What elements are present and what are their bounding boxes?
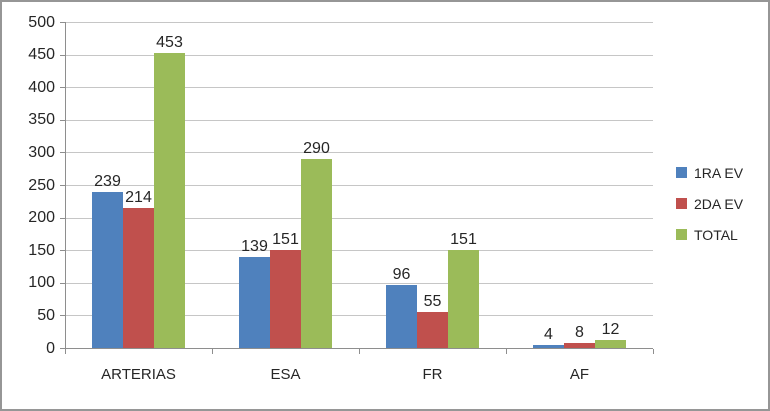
legend-item: TOTAL	[670, 219, 743, 250]
y-gridline	[65, 315, 653, 317]
data-label: 55	[423, 293, 442, 311]
y-axis-line	[65, 22, 66, 348]
y-axis-tick-label: 300	[28, 143, 55, 161]
bar-total	[448, 249, 479, 348]
x-axis-tick	[506, 349, 507, 354]
x-axis-tick	[212, 349, 213, 354]
bar-1ra-ev	[92, 192, 123, 348]
y-gridline	[65, 22, 653, 23]
y-gridline	[65, 87, 653, 89]
legend-label: 1RA EV	[694, 164, 744, 181]
legend-item: 2DA EV	[670, 188, 743, 219]
y-axis-tick-label: 150	[28, 241, 55, 259]
data-label: 8	[575, 323, 584, 341]
bar-1ra-ev	[239, 257, 270, 348]
data-label: 239	[94, 173, 121, 191]
y-gridline	[65, 282, 653, 284]
bar-2da-ev	[564, 342, 595, 348]
y-axis-tick	[60, 119, 65, 121]
legend-item: 1RA EV	[670, 157, 743, 188]
y-axis-tick	[60, 315, 65, 317]
data-label: 12	[601, 321, 620, 339]
bar-2da-ev	[270, 249, 301, 348]
y-axis-tick-label: 250	[28, 176, 55, 194]
y-axis-tick-label: 200	[28, 209, 55, 227]
y-gridline	[65, 250, 653, 252]
bar-2da-ev	[417, 312, 448, 348]
bar-total	[595, 340, 626, 348]
data-label: 214	[125, 189, 152, 207]
x-axis-category-label: ARTERIAS	[101, 366, 176, 383]
data-label: 290	[303, 139, 330, 157]
data-label: 4	[544, 326, 553, 344]
bar-1ra-ev	[533, 345, 564, 348]
legend-swatch-icon	[676, 229, 687, 240]
y-gridline	[65, 152, 653, 154]
y-gridline	[65, 217, 653, 219]
data-label: 96	[392, 266, 411, 284]
bar-1ra-ev	[386, 285, 417, 348]
y-axis-tick-label: 100	[28, 274, 55, 292]
y-axis-tick-label: 450	[28, 46, 55, 64]
y-axis-tick	[60, 54, 65, 56]
y-axis-tick-label: 500	[28, 13, 55, 31]
legend-label: 2DA EV	[694, 195, 744, 212]
legend-label: TOTAL	[694, 226, 738, 243]
y-axis-tick	[60, 87, 65, 89]
legend-swatch-icon	[676, 167, 687, 178]
data-label: 151	[450, 230, 477, 248]
y-axis-tick	[60, 22, 65, 23]
legend: 1RA EV 2DA EV TOTAL	[670, 157, 743, 250]
x-axis-line	[65, 348, 653, 349]
bar-2da-ev	[123, 208, 154, 348]
y-axis-tick	[60, 348, 65, 349]
data-label: 453	[156, 33, 183, 51]
x-axis-category-label: FR	[422, 366, 443, 383]
bar-total	[154, 52, 185, 348]
y-gridline	[65, 54, 653, 56]
y-gridline	[65, 119, 653, 121]
y-axis-tick-label: 350	[28, 111, 55, 129]
y-axis-tick	[60, 250, 65, 252]
y-axis-tick-label: 50	[37, 306, 55, 324]
y-axis-tick-label: 400	[28, 78, 55, 96]
legend-swatch-icon	[676, 198, 687, 209]
bar-total	[301, 158, 332, 348]
y-gridline	[65, 185, 653, 186]
y-axis-tick	[60, 185, 65, 186]
x-axis-tick	[653, 349, 654, 354]
y-axis-tick	[60, 217, 65, 219]
data-label: 151	[272, 230, 299, 248]
x-axis-category-label: ESA	[270, 366, 301, 383]
y-axis-tick	[60, 282, 65, 284]
x-axis-tick	[359, 349, 360, 354]
y-axis-tick	[60, 152, 65, 154]
y-axis-tick-label: 0	[46, 339, 55, 357]
x-axis-category-label: AF	[569, 366, 590, 383]
data-label: 139	[241, 238, 268, 256]
x-axis-tick	[65, 349, 66, 354]
